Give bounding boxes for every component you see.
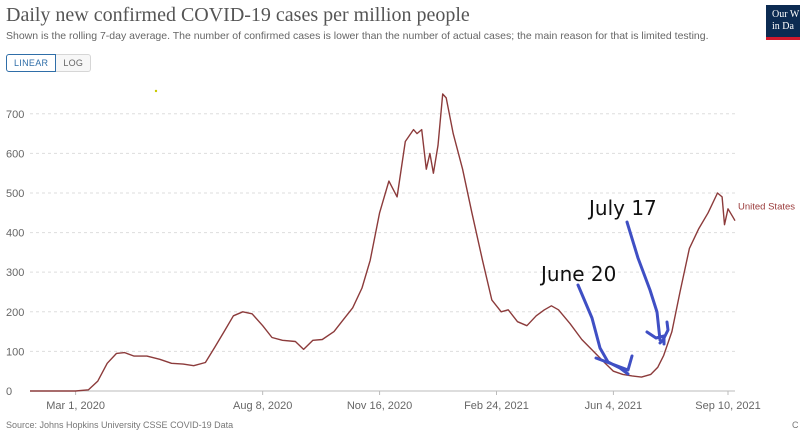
x-tick-label: Mar 1, 2020 xyxy=(46,400,105,412)
corner-text: C xyxy=(792,420,799,430)
y-tick-label: 400 xyxy=(6,228,24,240)
series-line-united-states xyxy=(30,93,736,392)
y-tick-label: 700 xyxy=(6,109,24,121)
chart-subtitle: Shown is the rolling 7-day average. The … xyxy=(6,30,709,42)
source-note[interactable]: Source: Johns Hopkins University CSSE CO… xyxy=(6,420,234,430)
y-tick-label: 0 xyxy=(6,386,12,398)
y-tick-label: 600 xyxy=(6,148,24,160)
stray-dot xyxy=(154,89,158,93)
y-tick-label: 100 xyxy=(6,346,24,358)
y-tick-label: 500 xyxy=(6,188,24,200)
x-tick-label: Nov 16, 2020 xyxy=(347,400,412,412)
linear-scale-button[interactable]: LINEAR xyxy=(6,54,57,72)
log-scale-button[interactable]: LOG xyxy=(56,54,92,72)
logo-text-line1: Our W xyxy=(772,9,800,20)
scale-toggle: LINEAR LOG xyxy=(6,54,92,72)
logo-text-line2: in Da xyxy=(772,21,794,32)
y-tick-label: 200 xyxy=(6,307,24,319)
x-tick-label: Sep 10, 2021 xyxy=(695,400,760,412)
x-tick-label: Aug 8, 2020 xyxy=(233,400,292,412)
series-label-united-states: United States xyxy=(738,202,795,213)
chart-title: Daily new confirmed COVID-19 cases per m… xyxy=(6,4,470,26)
owid-logo[interactable]: Our W in Da xyxy=(766,5,800,40)
x-tick-label: Jun 4, 2021 xyxy=(585,400,643,412)
annotation-text: June 20 xyxy=(539,262,616,286)
annotation-pen-stroke xyxy=(576,283,634,376)
annotation-text: July 17 xyxy=(587,196,657,220)
y-tick-label: 300 xyxy=(6,267,24,279)
x-tick-label: Feb 24, 2021 xyxy=(464,400,529,412)
annotation-pen-stroke xyxy=(625,220,670,346)
